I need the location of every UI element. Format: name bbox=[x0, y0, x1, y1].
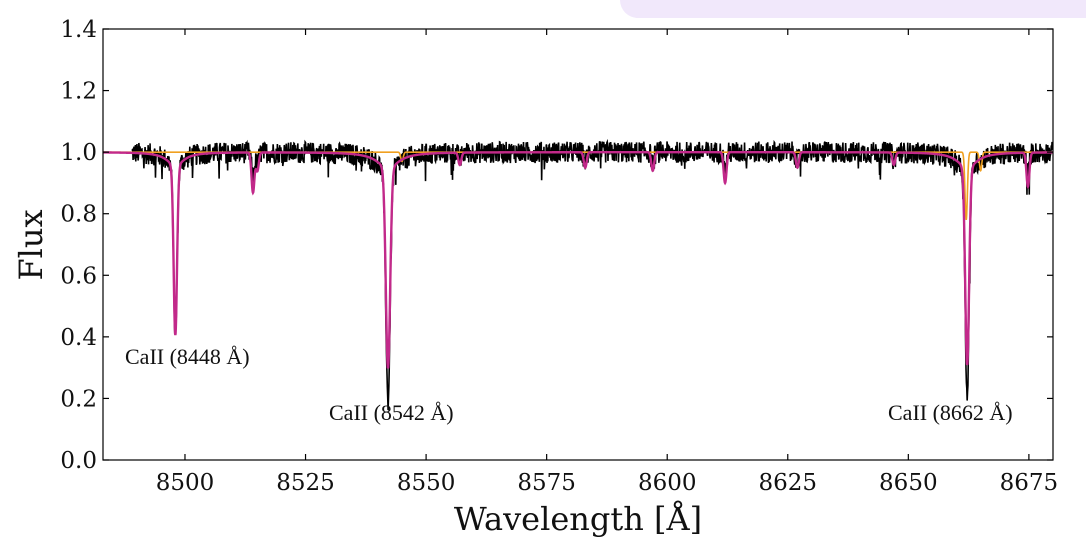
y-tick-label: 1.0 bbox=[60, 140, 97, 166]
line-label-8448: CaII (8448 Å) bbox=[125, 344, 250, 369]
x-tick-label: 8500 bbox=[156, 470, 215, 496]
y-tick-label: 0.6 bbox=[60, 263, 97, 289]
observed-spectrum-line bbox=[131, 138, 1054, 411]
x-tick-label: 8525 bbox=[276, 470, 335, 496]
x-tick-label: 8675 bbox=[1000, 470, 1059, 496]
y-axis-title: Flux bbox=[12, 209, 50, 280]
y-tick-label: 1.4 bbox=[60, 17, 97, 43]
x-axis-title: Wavelength [Å] bbox=[454, 500, 702, 538]
x-tick-label: 8600 bbox=[638, 470, 697, 496]
x-tick-label: 8625 bbox=[758, 470, 817, 496]
y-tick-label: 0.2 bbox=[60, 386, 97, 412]
decorative-corner bbox=[620, 0, 1086, 18]
y-tick-label: 0.0 bbox=[60, 448, 97, 474]
x-tick-label: 8550 bbox=[397, 470, 456, 496]
plot-background bbox=[103, 29, 1053, 460]
x-tick-label: 8650 bbox=[879, 470, 938, 496]
y-tick-label: 0.8 bbox=[60, 202, 97, 228]
axes-layer: 8500 8525 8550 8575 8600 8625 8650 8675 0.0 0.2 0.… bbox=[60, 17, 1058, 496]
stellar-model-line bbox=[103, 151, 1053, 369]
x-tick-label: 8575 bbox=[517, 470, 576, 496]
y-tick-label: 0.4 bbox=[60, 325, 97, 351]
series-layer bbox=[103, 138, 1054, 411]
y-tick-label: 1.2 bbox=[60, 79, 97, 105]
line-label-8662: CaII (8662 Å) bbox=[888, 400, 1013, 425]
line-label-8542: CaII (8542 Å) bbox=[329, 400, 454, 425]
plot-frame bbox=[102, 28, 1054, 461]
